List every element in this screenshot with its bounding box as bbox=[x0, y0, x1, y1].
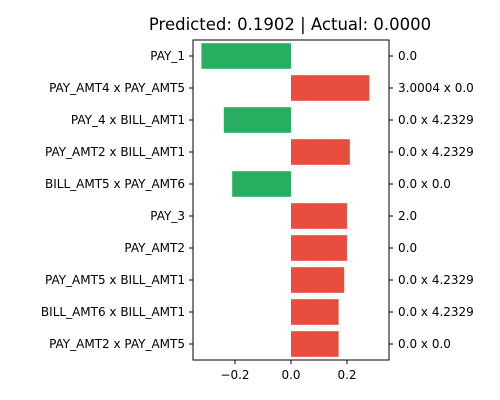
bar-5 bbox=[291, 203, 347, 229]
bar-9 bbox=[291, 331, 339, 357]
bar-4 bbox=[232, 171, 291, 197]
bar-7 bbox=[291, 267, 345, 293]
right-tick-label-6: 0.0 bbox=[398, 241, 417, 255]
x-tick-label-0: −0.2 bbox=[220, 368, 249, 382]
right-tick-label-3: 0.0 x 4.2329 bbox=[398, 145, 474, 159]
right-tick-label-9: 0.0 x 0.0 bbox=[398, 337, 451, 351]
y-tick-labels: PAY_1 PAY_AMT4 x PAY_AMT5 PAY_4 x BILL_AMT… bbox=[41, 49, 193, 351]
y-tick-label-7: PAY_AMT5 x BILL_AMT1 bbox=[45, 273, 185, 287]
chart-title: Predicted: 0.1902 | Actual: 0.0000 bbox=[149, 15, 431, 34]
bar-6 bbox=[291, 235, 347, 261]
right-tick-labels: 0.0 3.0004 x 0.0 0.0 x 4.2329 0.0 x 4.2329 0… bbox=[389, 49, 474, 351]
bar-8 bbox=[291, 299, 339, 325]
right-tick-label-2: 0.0 x 4.2329 bbox=[398, 113, 474, 127]
x-ticks: −0.2 0.0 0.2 bbox=[220, 360, 357, 382]
y-tick-label-1: PAY_AMT4 x PAY_AMT5 bbox=[49, 81, 185, 95]
x-tick-label-1: 0.0 bbox=[281, 368, 300, 382]
right-tick-label-4: 0.0 x 0.0 bbox=[398, 177, 451, 191]
y-tick-label-6: PAY_AMT2 bbox=[124, 241, 185, 255]
right-tick-label-1: 3.0004 x 0.0 bbox=[398, 81, 474, 95]
bar-0 bbox=[201, 43, 291, 69]
y-tick-label-2: PAY_4 x BILL_AMT1 bbox=[71, 113, 185, 127]
y-tick-label-4: BILL_AMT5 x PAY_AMT6 bbox=[45, 177, 185, 191]
bar-3 bbox=[291, 139, 350, 165]
y-tick-label-9: PAY_AMT2 x PAY_AMT5 bbox=[49, 337, 185, 351]
bar-2 bbox=[223, 107, 291, 133]
y-tick-label-8: BILL_AMT6 x BILL_AMT1 bbox=[41, 305, 185, 319]
y-tick-label-5: PAY_3 bbox=[150, 209, 185, 223]
right-tick-label-7: 0.0 x 4.2329 bbox=[398, 273, 474, 287]
y-tick-label-0: PAY_1 bbox=[150, 49, 185, 63]
right-tick-label-5: 2.0 bbox=[398, 209, 417, 223]
bar-1 bbox=[291, 75, 370, 101]
right-tick-label-8: 0.0 x 4.2329 bbox=[398, 305, 474, 319]
bars bbox=[201, 43, 370, 357]
y-tick-label-3: PAY_AMT2 x BILL_AMT1 bbox=[45, 145, 185, 159]
x-tick-label-2: 0.2 bbox=[337, 368, 356, 382]
right-tick-label-0: 0.0 bbox=[398, 49, 417, 63]
plot-frame bbox=[192, 39, 390, 361]
